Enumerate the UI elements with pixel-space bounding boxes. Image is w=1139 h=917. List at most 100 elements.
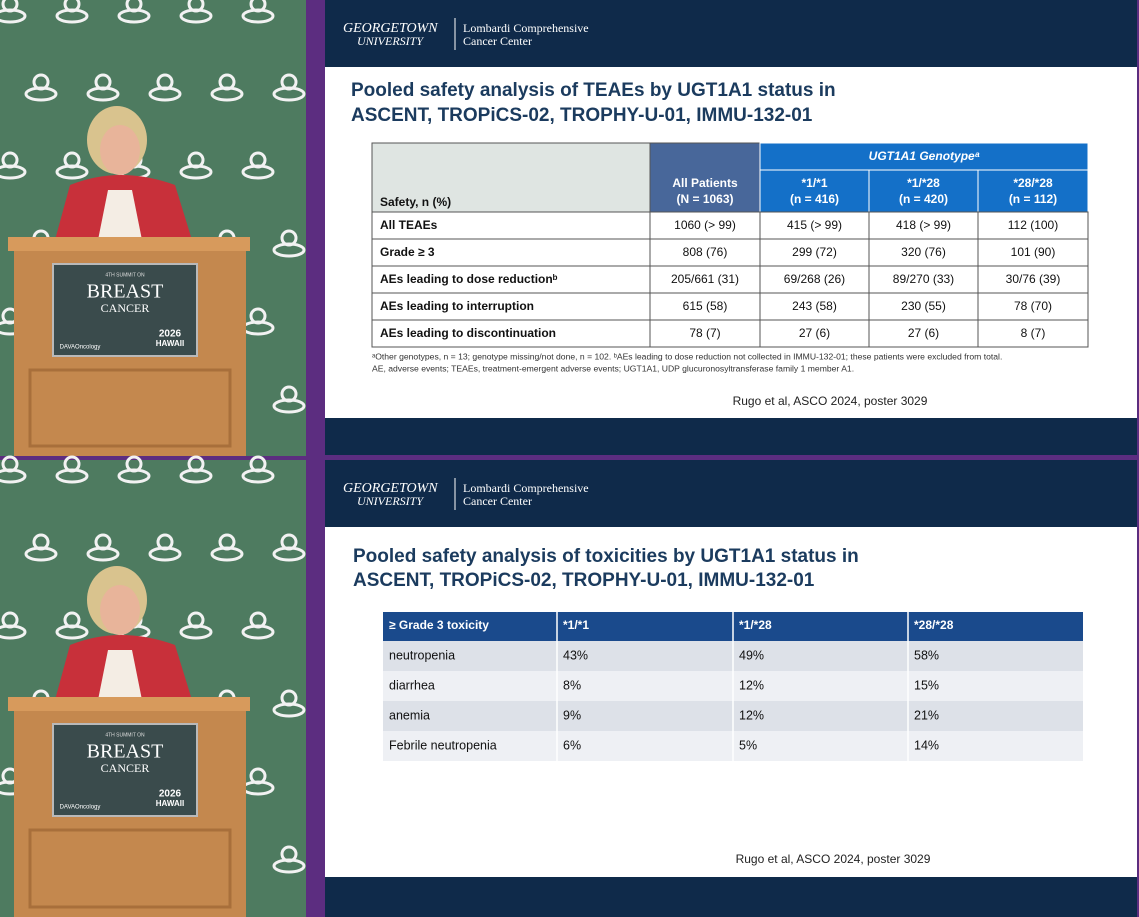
column-header: *1/*1 — [801, 176, 827, 190]
sign-sponsor: DAVAOncology — [60, 805, 101, 811]
cell — [868, 238, 979, 267]
cell-value: 418 (> 99) — [896, 218, 951, 232]
cell-value: 78 (70) — [1014, 299, 1052, 313]
row-label: anemia — [389, 708, 430, 722]
podium-top — [8, 237, 250, 251]
cell-value: 205/661 (31) — [671, 272, 739, 286]
column-header: ≥ Grade 3 toxicity — [389, 618, 489, 632]
cell-value: 615 (58) — [683, 299, 728, 313]
podium-panel — [28, 828, 232, 909]
cell-value: 12% — [739, 708, 764, 722]
backdrop-logo — [63, 0, 81, 13]
backdrop-logo — [249, 151, 267, 169]
sign-title: BREAST — [87, 281, 164, 303]
sign-title: BREAST — [87, 741, 164, 763]
slide-header-bar — [325, 0, 1137, 67]
cell-value: 89/270 (33) — [893, 272, 954, 286]
header-cell — [868, 169, 979, 213]
backdrop-logo — [249, 611, 267, 629]
sign-event: 2026 — [159, 329, 182, 340]
cell-value: 9% — [563, 708, 581, 722]
slide-title: ASCENT, TROPiCS-02, TROPHY-U-01, IMMU-13… — [351, 105, 813, 126]
backdrop-logo — [1, 611, 19, 629]
header-cell — [759, 142, 1089, 171]
sign-subtitle: CANCER — [101, 761, 150, 775]
cell — [371, 292, 651, 321]
cell-value: 101 (90) — [1011, 245, 1056, 259]
row-label: AEs leading to interruption — [380, 299, 534, 313]
cell — [759, 211, 870, 240]
backdrop-logo — [249, 455, 267, 473]
backdrop-logo — [280, 845, 298, 863]
cell-value: 43% — [563, 648, 588, 662]
logo: UNIVERSITY — [357, 34, 424, 48]
podium-top — [8, 697, 250, 711]
cell-value: 69/268 (26) — [784, 272, 845, 286]
cell — [977, 265, 1089, 294]
cell-value: 808 (76) — [683, 245, 728, 259]
backdrop-logo — [218, 73, 236, 91]
sign-sponsor: DAVAOncology — [60, 345, 101, 351]
cell — [649, 211, 761, 240]
sign-location: HAWAII — [156, 799, 184, 808]
column-header: *1/*28 — [739, 618, 772, 632]
backdrop-logo — [94, 73, 112, 91]
column-header: *1/*28 — [907, 176, 940, 190]
citation: Rugo et al, ASCO 2024, poster 3029 — [736, 852, 931, 866]
podium-sign — [52, 263, 198, 357]
cell-value: 14% — [914, 738, 939, 752]
cell — [759, 292, 870, 321]
cell-value: 58% — [914, 648, 939, 662]
cell-value: 112 (100) — [1008, 218, 1058, 232]
cell — [977, 238, 1089, 267]
slide-title: Pooled safety analysis of TEAEs by UGT1A… — [351, 80, 836, 101]
column-header: Safety, n (%) — [380, 195, 451, 209]
backdrop-logo — [125, 0, 143, 13]
backdrop-logo — [156, 73, 174, 91]
cell — [649, 265, 761, 294]
backdrop-logo — [1, 0, 19, 13]
cell — [759, 238, 870, 267]
backdrop-logo — [187, 0, 205, 13]
cell-value: 8 (7) — [1021, 326, 1046, 340]
cell — [977, 319, 1089, 348]
slide-footer-bar — [325, 877, 1137, 917]
backdrop-logo — [249, 307, 267, 325]
backdrop-logo — [187, 455, 205, 473]
row-label: neutropenia — [389, 648, 455, 662]
backdrop-logo — [280, 689, 298, 707]
column-header: (n = 420) — [899, 192, 948, 206]
cell-value: 15% — [914, 678, 939, 692]
column-header: *1/*1 — [563, 618, 589, 632]
center-name: Lombardi Comprehensive — [463, 481, 589, 495]
row-label: All TEAEs — [380, 218, 438, 232]
backdrop-logo — [63, 151, 81, 169]
sign-subtitle: CANCER — [101, 301, 150, 315]
backdrop-logo — [280, 229, 298, 247]
cell-value: 243 (58) — [792, 299, 837, 313]
cell — [371, 319, 651, 348]
row-label: diarrhea — [389, 678, 435, 692]
column-header: (N = 1063) — [676, 192, 733, 206]
column-header: (n = 416) — [790, 192, 839, 206]
cell-value: 1060 (> 99) — [674, 218, 736, 232]
cell — [759, 319, 870, 348]
cell-value: 27 (6) — [799, 326, 830, 340]
header-cell — [977, 169, 1089, 213]
cell-value: 415 (> 99) — [787, 218, 842, 232]
row-label: Grade ≥ 3 — [380, 245, 435, 259]
slide-title: Pooled safety analysis of toxicities by … — [353, 546, 859, 567]
cell — [977, 292, 1089, 321]
column-header: *28/*28 — [914, 618, 954, 632]
backdrop-logo — [32, 73, 50, 91]
speaker-face — [100, 585, 140, 635]
speaker-face — [100, 125, 140, 175]
backdrop-logo — [1, 455, 19, 473]
speaker-shirt — [98, 650, 142, 700]
backdrop-logo — [249, 0, 267, 13]
podium-panel — [28, 368, 232, 448]
backdrop-logo — [63, 455, 81, 473]
cell-value: 49% — [739, 648, 764, 662]
cell-value: 30/76 (39) — [1006, 272, 1061, 286]
